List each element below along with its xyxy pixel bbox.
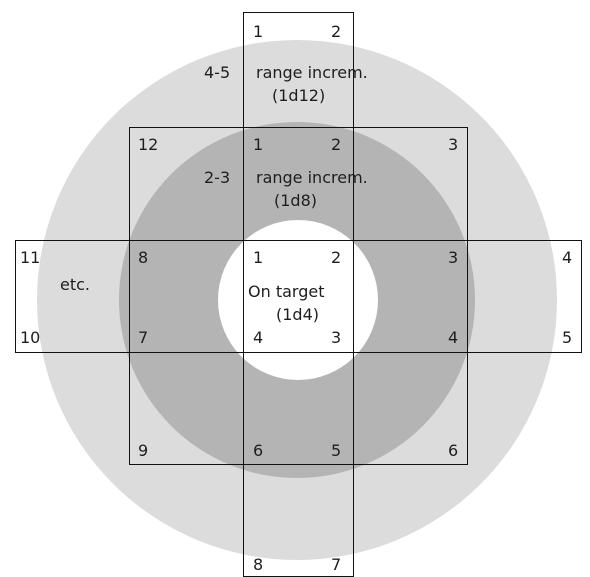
outer-zone-die: (1d12): [272, 86, 325, 105]
mid-box-number: 3: [448, 135, 458, 154]
middle-range-value: 2-3: [204, 168, 230, 187]
center-label: On target: [248, 282, 324, 301]
middle-zone-label: range increm.: [256, 168, 368, 187]
left-box-number: 11: [20, 248, 40, 267]
right-box-number: 5: [562, 328, 572, 347]
left-box: [15, 240, 130, 353]
mid-box-number: 6: [253, 441, 263, 460]
cross-number: 2: [331, 248, 341, 267]
bottom-box-number: 8: [253, 555, 263, 574]
center-circle: [218, 220, 378, 380]
cross-number: 7: [138, 328, 148, 347]
cross-number: 4: [253, 328, 263, 347]
middle-zone-die: (1d8): [274, 191, 317, 210]
cross-number: 3: [448, 248, 458, 267]
mid-box-number: 6: [448, 441, 458, 460]
mid-box-number: 2: [331, 135, 341, 154]
right-box-number: 4: [562, 248, 572, 267]
center-die: (1d4): [276, 305, 319, 324]
side-label: etc.: [60, 275, 90, 294]
top-box-number: 1: [253, 22, 263, 41]
cross-number: 8: [138, 248, 148, 267]
left-box-number: 10: [20, 328, 40, 347]
mid-box-number: 9: [138, 441, 148, 460]
bottom-box-number: 7: [331, 555, 341, 574]
outer-zone-label: range increm.: [256, 63, 368, 82]
cross-number: 4: [448, 328, 458, 347]
mid-box-number: 1: [253, 135, 263, 154]
right-box: [467, 240, 582, 353]
cross-number: 3: [331, 328, 341, 347]
cross-number: 1: [253, 248, 263, 267]
top-box-number: 2: [331, 22, 341, 41]
mid-box-number: 12: [138, 135, 158, 154]
outer-range-value: 4-5: [204, 63, 230, 82]
mid-box-number: 5: [331, 441, 341, 460]
